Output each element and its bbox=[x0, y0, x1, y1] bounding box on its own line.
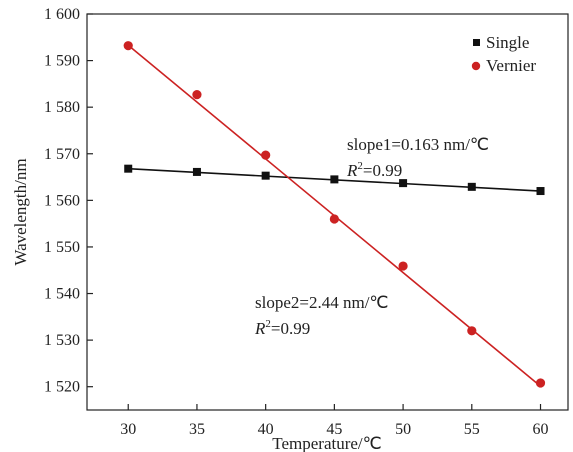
x-tick-label: 40 bbox=[258, 421, 274, 438]
annotation-slope1-text: slope1=0.163 nm/℃ bbox=[347, 135, 489, 154]
legend-label-single: Single bbox=[486, 33, 529, 52]
point-vernier bbox=[261, 150, 271, 160]
y-tick-label: 1 530 bbox=[44, 332, 80, 349]
x-tick-label: 60 bbox=[533, 421, 549, 438]
y-tick-label: 1 600 bbox=[44, 6, 80, 23]
y-tick-label: 1 590 bbox=[44, 53, 80, 70]
point-vernier bbox=[398, 261, 408, 271]
annotation-slope2-text: slope2=2.44 nm/℃ bbox=[255, 293, 389, 312]
point-single bbox=[330, 175, 339, 184]
annotation-slope2: slope2=2.44 nm/℃ R2=0.99 bbox=[254, 293, 389, 338]
annotation-slope1: slope1=0.163 nm/℃ R2=0.99 bbox=[346, 135, 489, 180]
point-single bbox=[124, 164, 133, 173]
point-single bbox=[399, 179, 408, 188]
annotation-r2-2-symbol: R bbox=[254, 319, 266, 338]
y-axis: 1 520 1 530 1 540 1 550 1 560 1 570 1 580 1 590… bbox=[44, 6, 93, 396]
x-axis: 30 35 40 45 50 55 60 bbox=[120, 404, 549, 438]
legend: Single Vernier bbox=[471, 33, 536, 75]
y-tick-label: 1 570 bbox=[44, 146, 80, 163]
y-tick-label: 1 560 bbox=[44, 192, 80, 209]
annotation-r2-2-value: =0.99 bbox=[271, 319, 310, 338]
annotation-r2-2: R2=0.99 bbox=[254, 318, 310, 338]
x-tick-label: 50 bbox=[395, 421, 411, 438]
annotation-r2-2-sup: 2 bbox=[265, 318, 271, 330]
point-vernier bbox=[123, 41, 133, 51]
point-single bbox=[536, 187, 545, 196]
x-axis-title: Temperature/℃ bbox=[272, 434, 381, 452]
legend-marker-vernier bbox=[471, 61, 481, 71]
x-tick-label: 35 bbox=[189, 421, 205, 438]
y-tick-label: 1 550 bbox=[44, 239, 80, 256]
x-tick-label: 30 bbox=[120, 421, 136, 438]
annotation-r2-1-value: =0.99 bbox=[363, 161, 402, 180]
annotation-r2-1-symbol: R bbox=[346, 161, 358, 180]
x-tick-label: 45 bbox=[326, 421, 342, 438]
point-single bbox=[467, 182, 476, 191]
x-tick-label: 55 bbox=[464, 421, 480, 438]
data-points bbox=[123, 41, 546, 388]
point-single bbox=[261, 171, 270, 180]
y-tick-label: 1 520 bbox=[44, 379, 80, 396]
y-tick-label: 1 540 bbox=[44, 286, 80, 303]
annotation-r2-1-sup: 2 bbox=[357, 160, 363, 172]
y-tick-label: 1 580 bbox=[44, 99, 80, 116]
point-vernier bbox=[329, 214, 339, 224]
point-vernier bbox=[535, 378, 546, 388]
legend-label-vernier: Vernier bbox=[486, 56, 536, 75]
plot-frame bbox=[86, 13, 569, 411]
annotation-r2-1: R2=0.99 bbox=[346, 160, 402, 180]
point-vernier bbox=[192, 89, 202, 100]
point-single bbox=[192, 167, 201, 176]
y-axis-title: Wavelength/nm bbox=[11, 158, 30, 265]
legend-marker-single bbox=[473, 39, 480, 46]
point-vernier bbox=[467, 326, 477, 336]
